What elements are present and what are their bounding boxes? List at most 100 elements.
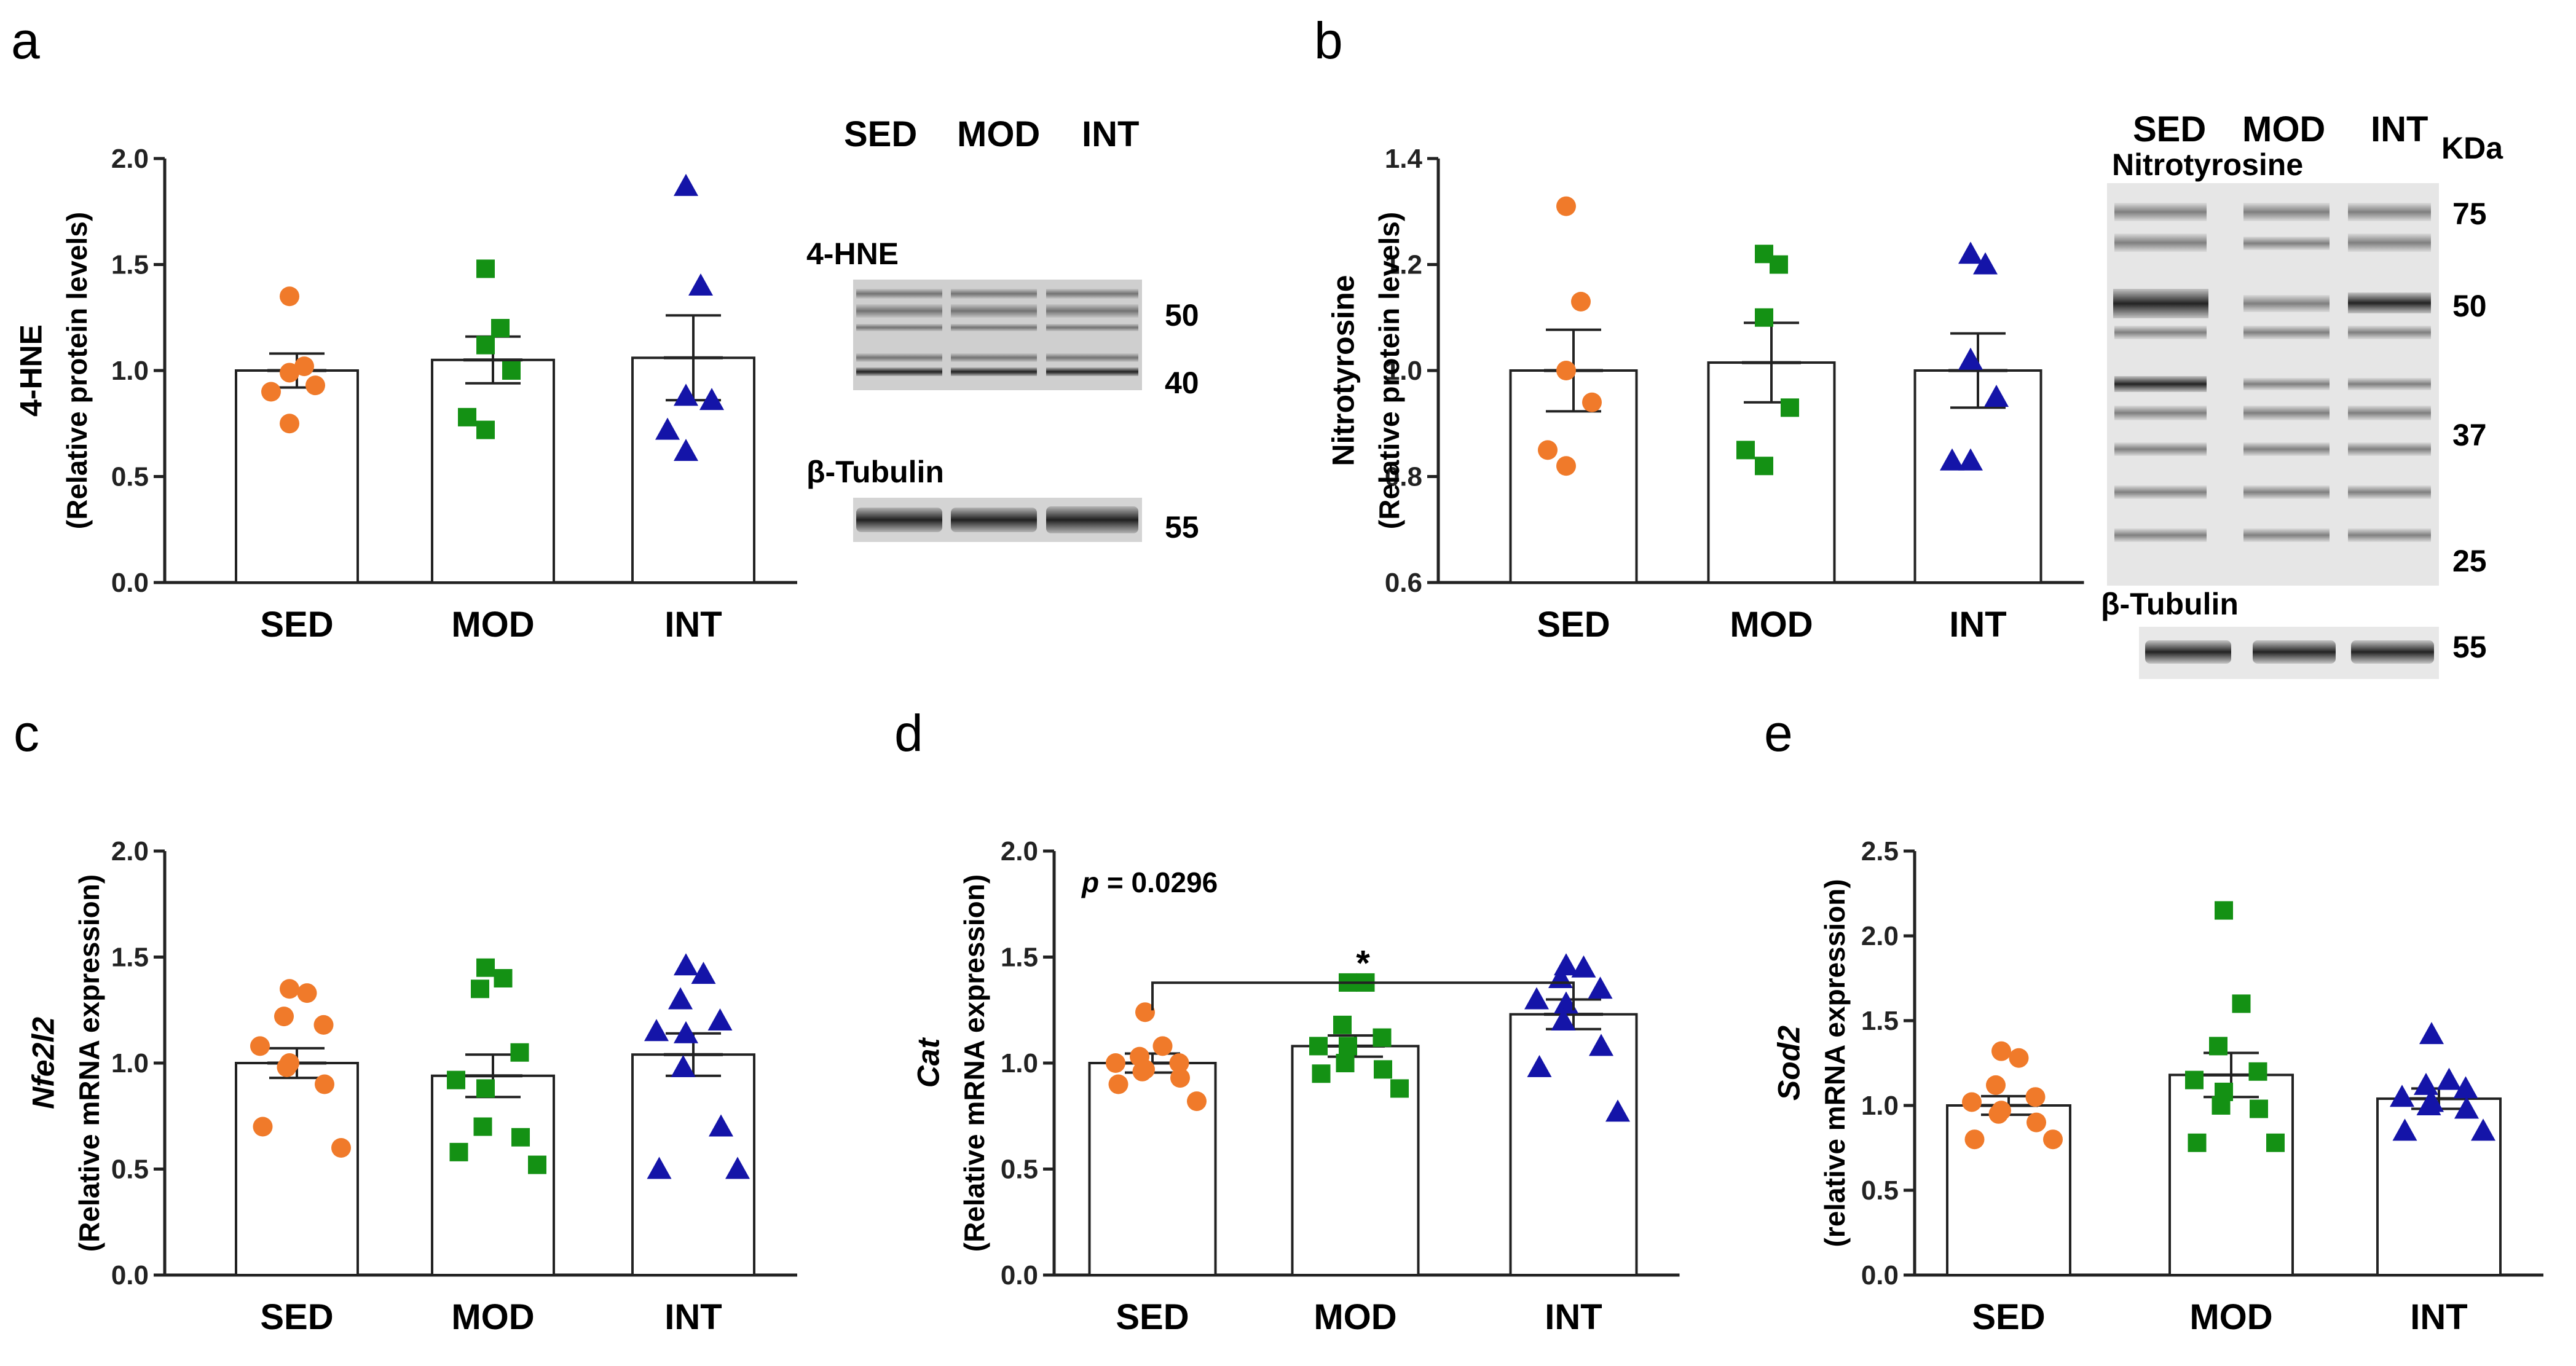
data-point-mod bbox=[473, 1117, 492, 1136]
data-point-int bbox=[709, 1114, 733, 1137]
bar-sed bbox=[235, 369, 359, 584]
blot-b-band bbox=[2114, 326, 2207, 339]
blot-b-band bbox=[2348, 292, 2431, 313]
data-point-sed bbox=[297, 983, 317, 1003]
data-point-sed bbox=[2025, 1087, 2046, 1107]
western-blot-a: SED MOD INT 4-HNE 50 40 β-Tubulin bbox=[806, 114, 1199, 544]
western-blot-b: SED MOD INT KDa Nitrotyrosine bbox=[2101, 109, 2503, 679]
x-tick-label-int: INT bbox=[1545, 1297, 1602, 1337]
blot-a-loading-label: β-Tubulin bbox=[806, 455, 944, 489]
blot-b-band bbox=[2243, 406, 2330, 420]
data-point-int bbox=[707, 1008, 733, 1030]
data-point-sed bbox=[1169, 1053, 1189, 1073]
data-point-int bbox=[674, 383, 698, 406]
data-point-mod bbox=[476, 1079, 495, 1098]
data-point-mod bbox=[2232, 994, 2251, 1013]
blot-b-bands bbox=[2113, 203, 2431, 542]
y-axis-subtitle: (Relative protein levels) bbox=[61, 212, 93, 529]
data-point-int bbox=[2390, 1085, 2414, 1107]
blot-b-lane-int: INT bbox=[2371, 109, 2428, 149]
y-axis-subtitle: (Relative mRNA expression) bbox=[958, 874, 990, 1252]
data-point-sed bbox=[1556, 196, 1576, 216]
blot-b-loading-label: β-Tubulin bbox=[2101, 587, 2239, 621]
y-axis-title: Nitrotyrosine bbox=[1326, 275, 1361, 466]
y-axis-title: Nfe2l2 bbox=[26, 1017, 61, 1109]
blot-a-bands bbox=[856, 289, 1138, 376]
blot-a-band bbox=[856, 289, 942, 299]
blot-a-lane-int: INT bbox=[1082, 114, 1139, 154]
data-point-mod bbox=[1339, 1037, 1357, 1056]
y-tick-label: 0.0 bbox=[111, 568, 149, 598]
blot-a-band bbox=[1046, 324, 1138, 331]
blot-b-marker-50: 50 bbox=[2452, 289, 2487, 323]
data-point-mod bbox=[471, 979, 489, 999]
data-point-mod bbox=[458, 407, 476, 426]
y-tick-label: 0.5 bbox=[1001, 1155, 1038, 1185]
blot-b-band bbox=[2113, 289, 2208, 318]
blot-a-band bbox=[856, 304, 942, 318]
blot-b-band bbox=[2243, 528, 2330, 542]
y-axis-title: Cat bbox=[912, 1037, 946, 1088]
data-point-mod bbox=[1374, 1060, 1392, 1079]
bar-mod bbox=[431, 1074, 555, 1276]
y-tick-label: 0.6 bbox=[1385, 568, 1422, 598]
blot-b-marker-55: 55 bbox=[2452, 630, 2487, 664]
data-point-mod bbox=[476, 420, 495, 439]
blot-b-band bbox=[2243, 203, 2330, 221]
data-point-int bbox=[647, 1156, 672, 1179]
data-point-sed bbox=[1132, 1061, 1152, 1081]
bar-mod bbox=[2168, 1074, 2294, 1276]
bar-int bbox=[1509, 1013, 1638, 1277]
x-tick-label-sed: SED bbox=[1537, 605, 1610, 645]
x-tick-label-int: INT bbox=[2410, 1297, 2467, 1337]
data-point-sed bbox=[1108, 1074, 1128, 1094]
blot-a-tubulin-band bbox=[1046, 506, 1138, 533]
data-point-mod bbox=[2215, 901, 2233, 920]
blot-b-main-label: Nitrotyrosine bbox=[2112, 147, 2303, 182]
x-tick-label-int: INT bbox=[664, 605, 722, 645]
x-tick-label-sed: SED bbox=[260, 605, 333, 645]
y-tick-label: 1.0 bbox=[1001, 1048, 1038, 1078]
data-point-int bbox=[674, 439, 698, 461]
y-tick-label: 1.5 bbox=[1861, 1006, 1899, 1036]
data-point-int bbox=[1588, 976, 1613, 999]
x-tick-label-sed: SED bbox=[260, 1297, 333, 1337]
data-point-int bbox=[1958, 347, 1983, 370]
blot-b-band bbox=[2114, 203, 2207, 221]
data-point-int bbox=[1589, 1034, 1613, 1056]
y-axis-title: Sod2 bbox=[1772, 1026, 1806, 1101]
y-tick-label: 2.0 bbox=[1001, 836, 1038, 866]
blot-a-band bbox=[1046, 353, 1138, 362]
panel-letter-b: b bbox=[1314, 12, 1343, 69]
data-point-sed bbox=[280, 979, 299, 999]
data-point-int bbox=[2414, 1072, 2438, 1095]
data-point-int bbox=[644, 1019, 669, 1042]
data-point-int bbox=[674, 1021, 698, 1043]
panel-letter-e: e bbox=[1764, 704, 1793, 762]
y-tick-label: 2.5 bbox=[1861, 836, 1899, 866]
data-point-sed bbox=[277, 1057, 297, 1077]
y-tick-label: 1.4 bbox=[1385, 144, 1423, 174]
data-point-mod bbox=[2209, 1037, 2227, 1056]
blot-a-band bbox=[856, 353, 942, 362]
data-point-mod bbox=[2266, 1133, 2285, 1152]
panel-a: a 0.0 0.5 1.0 1.5 2.0 4-HNE (Relative protein … bbox=[11, 12, 797, 645]
data-point-sed bbox=[315, 1074, 334, 1094]
blot-b-band bbox=[2348, 326, 2431, 339]
y-tick-label: 2.0 bbox=[111, 836, 149, 866]
blot-b-band bbox=[2114, 442, 2207, 456]
bar-sed bbox=[235, 1062, 359, 1276]
x-tick-label-int: INT bbox=[1949, 605, 2006, 645]
blot-b-band bbox=[2348, 234, 2431, 252]
blot-b-tubulin-band bbox=[2351, 640, 2434, 664]
blot-b-tubulin-band bbox=[2253, 640, 2336, 664]
data-point-sed bbox=[1135, 1002, 1155, 1023]
blot-b-marker-25: 25 bbox=[2452, 544, 2487, 578]
y-tick-label: 0.5 bbox=[111, 462, 149, 492]
data-point-int bbox=[2419, 1022, 2444, 1045]
data-point-mod bbox=[2248, 1062, 2267, 1081]
data-point-mod bbox=[510, 1043, 529, 1062]
y-tick-label: 1.5 bbox=[111, 943, 149, 973]
blot-a-band bbox=[856, 367, 942, 376]
y-tick-label: 0.5 bbox=[1861, 1176, 1899, 1206]
